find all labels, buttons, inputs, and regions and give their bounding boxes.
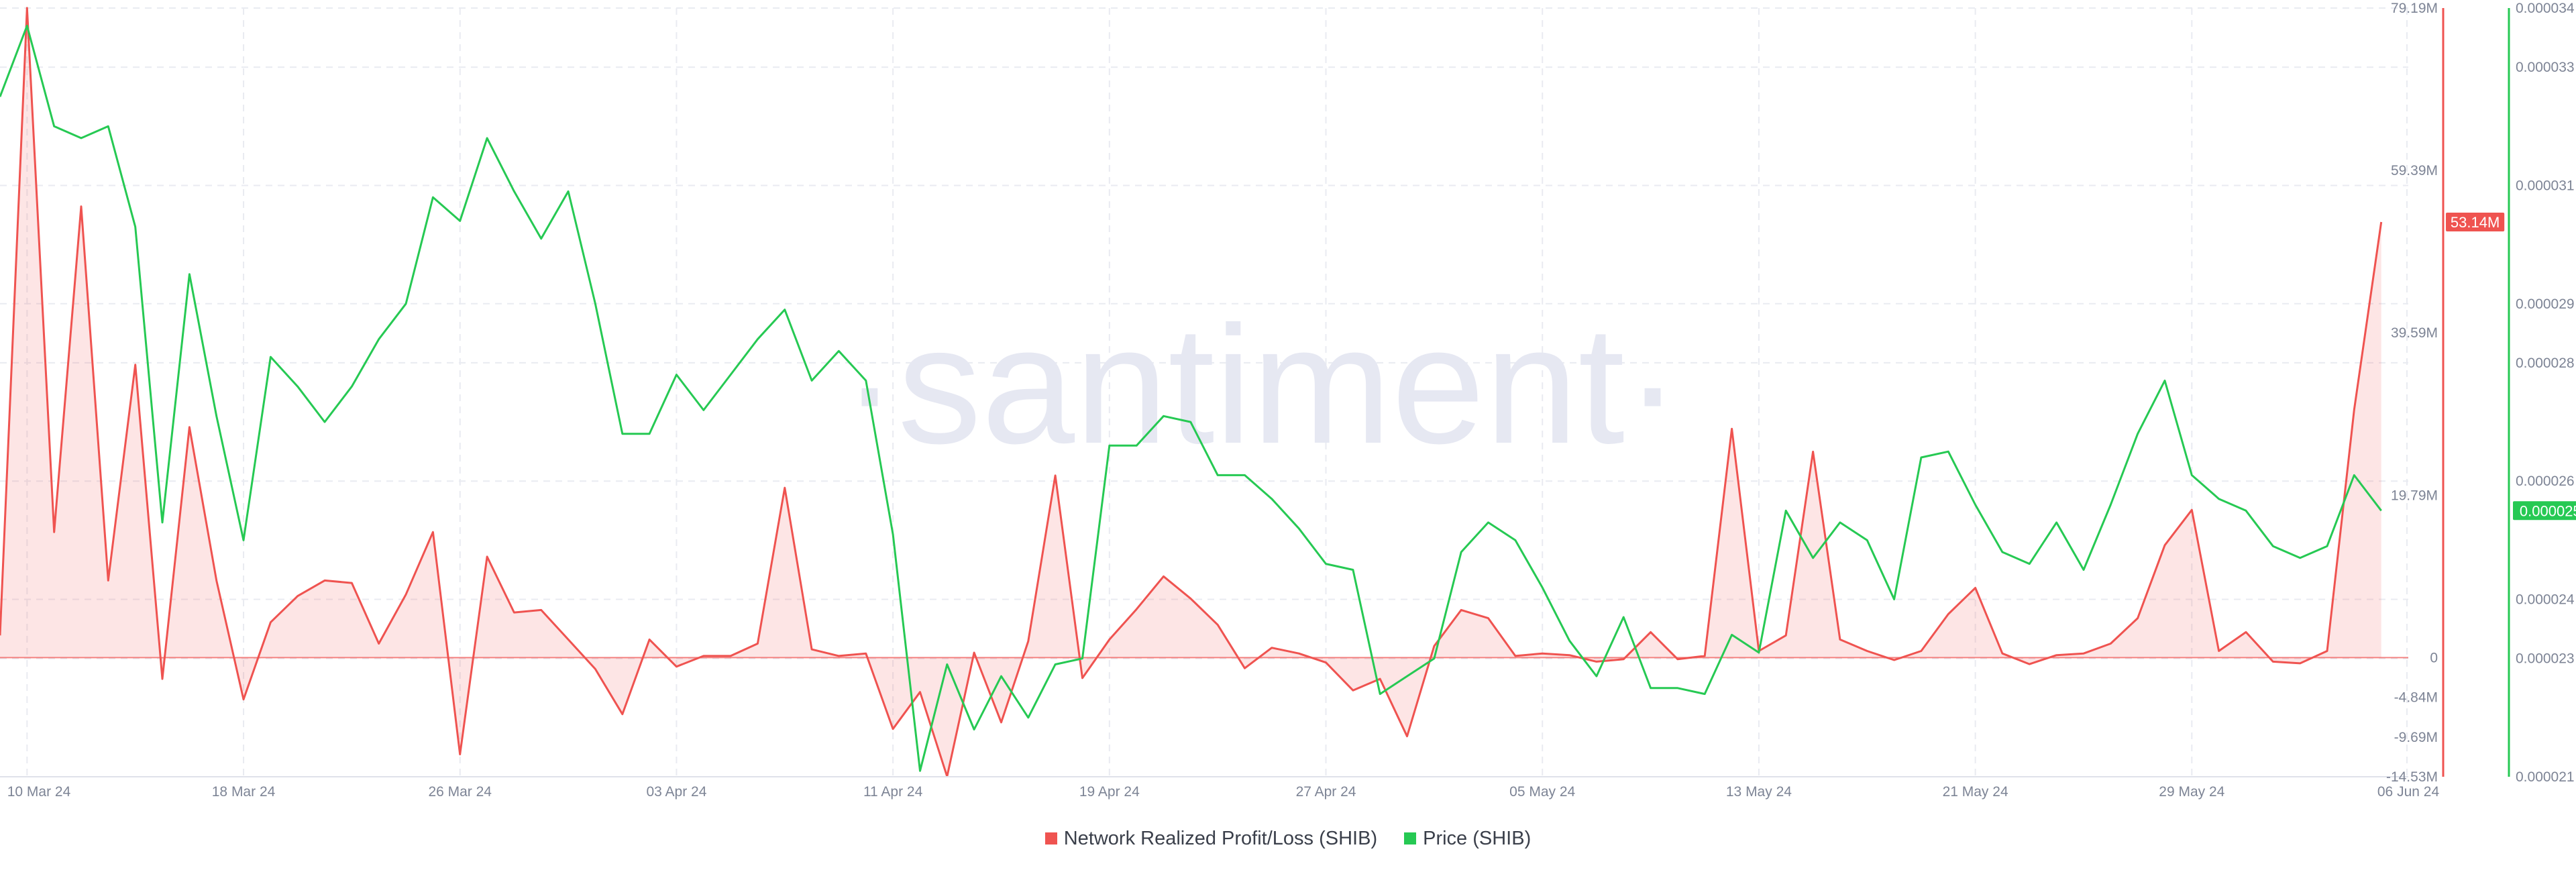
- x-tick-label: 26 Mar 24: [428, 784, 492, 800]
- x-tick-label: 03 Apr 24: [646, 784, 706, 800]
- profit-loss-tick-label: -4.84M: [2394, 690, 2438, 706]
- price-series-line[interactable]: [0, 24, 2382, 772]
- legend-swatch-profit-loss: [1044, 832, 1057, 844]
- price-tick-label: 0.000028: [2516, 356, 2575, 371]
- price-tick-label: 0.000029: [2516, 296, 2575, 312]
- profit-loss-value-badge: 53.14M: [2451, 214, 2500, 231]
- legend-swatch-price: [1404, 832, 1417, 844]
- axes: 10 Mar 24 18 Mar 24 26 Mar 24 03 Apr 24 11 A…: [0, 1, 2575, 800]
- profit-loss-series-line[interactable]: [0, 7, 2383, 778]
- x-tick-label: 27 Apr 24: [1296, 784, 1356, 800]
- x-tick-label: 19 Apr 24: [1079, 784, 1140, 800]
- profit-loss-tick-label: -14.53M: [2386, 769, 2438, 785]
- price-tick-label: 0.000033: [2516, 60, 2575, 75]
- profit-loss-tick-label: 19.79M: [2391, 488, 2438, 503]
- price-tick-label: 0.000031: [2516, 178, 2575, 193]
- price-value-badge: 0.000025: [2520, 502, 2576, 519]
- x-tick-label: 21 May 24: [1943, 784, 2008, 800]
- x-tick-label: 13 May 24: [1726, 784, 1792, 800]
- profit-loss-value-badge-bg: [2446, 213, 2505, 232]
- x-tick-label: 06 Jun 24: [2377, 784, 2440, 800]
- profit-loss-tick-label: 59.39M: [2391, 163, 2438, 178]
- x-tick-label: 11 Apr 24: [863, 784, 923, 800]
- profit-loss-tick-label: 0: [2430, 650, 2438, 665]
- profit-loss-tick-label: -9.69M: [2394, 730, 2438, 745]
- legend-item-price[interactable]: Price (SHIB): [1404, 828, 1531, 850]
- series-layer: [0, 7, 2408, 778]
- x-tick-label: 05 May 24: [1509, 784, 1575, 800]
- value-badges: 53.14M 0.000025: [2446, 213, 2576, 521]
- legend: Network Realized Profit/Loss (SHIB) Pric…: [0, 824, 2576, 853]
- price-tick-label: 0.000024: [2516, 592, 2575, 608]
- price-tick-label: 0.000021: [2516, 769, 2575, 785]
- legend-label-price: Price (SHIB): [1423, 827, 1532, 849]
- watermark: ·santiment·: [842, 291, 1680, 478]
- profit-loss-area: [0, 7, 2381, 777]
- x-tick-label: 29 May 24: [2159, 784, 2224, 800]
- price-tick-label: 0.000034: [2516, 1, 2575, 16]
- profit-loss-tick-label: 79.19M: [2391, 1, 2438, 16]
- legend-item-profit-loss[interactable]: Network Realized Profit/Loss (SHIB): [1044, 827, 1378, 850]
- price-tick-label: 0.000023: [2516, 651, 2575, 667]
- x-tick-label: 18 Mar 24: [212, 784, 276, 800]
- x-tick-label: 10 Mar 24: [7, 784, 71, 800]
- price-tick-label: 0.000026: [2516, 474, 2575, 489]
- price-value-badge-bg: [2513, 501, 2576, 521]
- profit-loss-tick-label: 39.59M: [2391, 325, 2438, 341]
- legend-label-profit-loss: Network Realized Profit/Loss (SHIB): [1063, 827, 1378, 849]
